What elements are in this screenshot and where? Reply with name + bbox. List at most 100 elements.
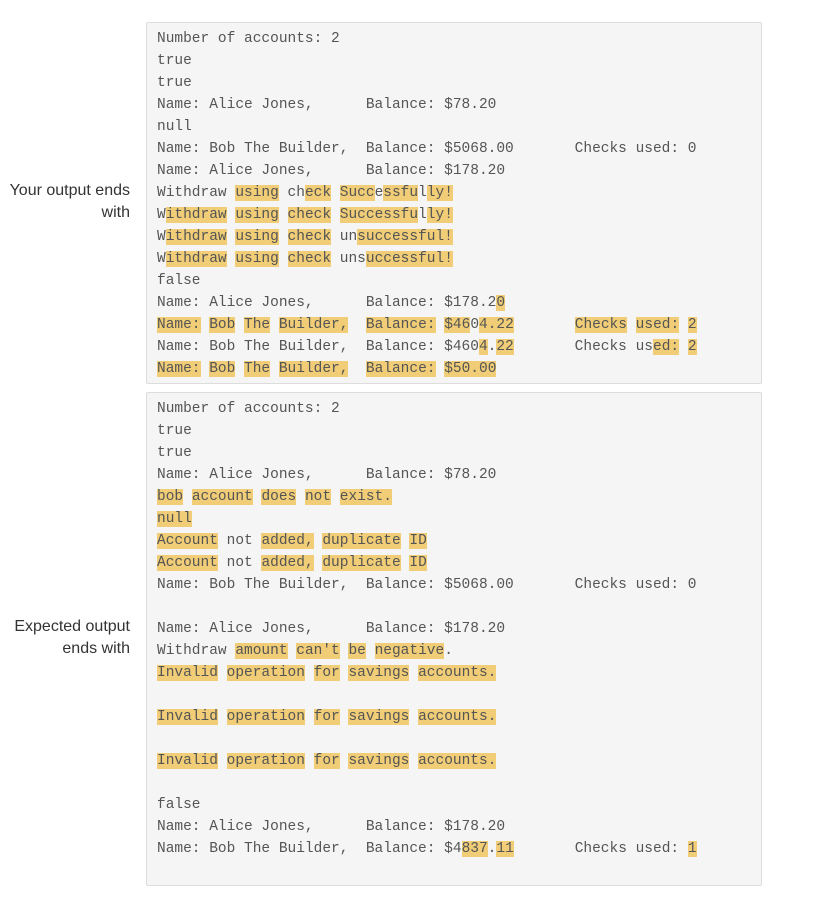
diff-highlight: ssfu — [383, 185, 419, 201]
diff-highlight: check — [287, 229, 332, 245]
output-text: W — [157, 251, 166, 267]
diff-highlight: ithdraw — [165, 207, 227, 223]
output-text — [679, 317, 688, 333]
diff-highlight: used: — [635, 317, 680, 333]
output-text: . — [444, 643, 453, 659]
output-text: W — [157, 229, 166, 245]
diff-highlight: added, — [261, 555, 314, 571]
diff-highlight: for — [313, 709, 340, 725]
output-text — [218, 665, 227, 681]
diff-highlight: added, — [261, 533, 314, 549]
output-text — [366, 643, 375, 659]
diff-highlight: Bob — [209, 361, 236, 377]
diff-highlight: Name: — [157, 361, 201, 377]
output-line: Name: Alice Jones, Balance: $178.20 — [157, 292, 761, 314]
output-line: Name: Alice Jones, Balance: $78.20 — [157, 94, 761, 116]
output-text: Number of accounts: 2 — [157, 31, 340, 47]
output-line: Name: Bob The Builder, Balance: $4604.22… — [157, 314, 761, 336]
output-text: ch — [278, 185, 305, 201]
diff-highlight: Account — [157, 533, 218, 549]
output-text: not — [217, 555, 262, 571]
diff-highlight: using — [235, 229, 279, 245]
output-text: l — [418, 207, 427, 223]
diff-highlight: operation — [226, 709, 305, 725]
diff-highlight: uccessful! — [365, 251, 453, 267]
output-text: e — [374, 185, 384, 201]
diff-highlight: ID — [409, 555, 427, 571]
diff-highlight: Invalid — [157, 665, 218, 681]
diff-highlight: $50.00 — [444, 361, 497, 377]
your-output-label: Your output ends with — [9, 182, 130, 221]
output-line: bob account does not exist. — [157, 486, 761, 508]
output-text — [409, 665, 418, 681]
output-line: Name: Bob The Builder, Balance: $5068.00… — [157, 138, 761, 160]
output-line: false — [157, 270, 761, 292]
diff-highlight: Succ — [339, 185, 375, 201]
diff-highlight: null — [157, 511, 192, 527]
output-line: Number of accounts: 2 — [157, 28, 761, 50]
diff-highlight: 22 — [496, 339, 514, 355]
output-text — [305, 753, 314, 769]
your-output-box: Number of accounts: 2 true true Name: Alice… — [146, 22, 762, 384]
diff-highlight: eck — [304, 185, 332, 201]
diff-highlight: ly! — [426, 185, 453, 201]
output-text: Withdraw — [157, 643, 236, 659]
output-text — [627, 317, 636, 333]
output-text: . — [487, 339, 497, 355]
diff-highlight: for — [313, 753, 340, 769]
diff-highlight: savings — [348, 753, 410, 769]
diff-highlight: check — [287, 207, 332, 223]
output-text — [235, 361, 244, 377]
diff-highlight: 1 — [687, 841, 697, 857]
diff-highlight: using — [235, 251, 279, 267]
output-text: true — [157, 53, 192, 69]
expected-output-label: Expected output ends with — [14, 618, 130, 657]
diff-highlight: check — [287, 251, 332, 267]
output-line: null — [157, 116, 761, 138]
output-text: true — [157, 423, 192, 439]
diff-highlight: using — [235, 185, 279, 201]
output-text — [331, 207, 340, 223]
output-text: Name: Bob The Builder, Balance: $460 — [157, 339, 479, 355]
output-text — [331, 489, 340, 505]
output-text: null — [157, 119, 192, 135]
diff-highlight: Balance: — [365, 317, 436, 333]
output-text — [218, 709, 227, 725]
output-text: Name: Alice Jones, Balance: $78.20 — [157, 97, 497, 113]
diff-highlight: for — [313, 665, 340, 681]
output-text: true — [157, 445, 192, 461]
diff-highlight: can't — [296, 643, 340, 659]
output-line: Withdraw using check unsuccessful! — [157, 226, 761, 248]
diff-highlight: 4.22 — [479, 317, 514, 333]
output-text — [409, 753, 418, 769]
diff-highlight: 2 — [687, 317, 697, 333]
output-line: Name: Bob The Builder, Balance: $4837.11… — [157, 838, 761, 860]
output-line — [157, 596, 761, 618]
output-line: Invalid operation for savings accounts. — [157, 662, 761, 684]
output-text — [348, 317, 365, 333]
diff-highlight: Invalid — [157, 753, 218, 769]
output-text — [201, 317, 210, 333]
diff-highlight: accounts. — [418, 753, 497, 769]
diff-highlight: duplicate — [322, 555, 401, 571]
output-line: true — [157, 420, 761, 442]
diff-highlight: 0 — [496, 295, 506, 311]
output-line: Name: Alice Jones, Balance: $178.20 — [157, 816, 761, 838]
output-line: Name: Bob The Builder, Balance: $4604.22… — [157, 336, 761, 358]
diff-highlight: Builder, — [278, 361, 349, 377]
diff-highlight: ID — [409, 533, 427, 549]
output-text — [348, 361, 365, 377]
diff-highlight: The — [244, 317, 271, 333]
output-line: Withdraw using check unsuccessful! — [157, 248, 761, 270]
output-text — [270, 317, 279, 333]
diff-highlight: successful! — [357, 229, 453, 245]
diff-highlight: be — [348, 643, 366, 659]
output-text: false — [157, 797, 201, 813]
output-text: not — [217, 533, 262, 549]
diff-highlight: not — [304, 489, 332, 505]
diff-highlight: savings — [348, 709, 410, 725]
output-line: null — [157, 508, 761, 530]
output-text: Name: Alice Jones, Balance: $78.20 — [157, 467, 497, 483]
diff-highlight: The — [244, 361, 271, 377]
output-text — [514, 317, 575, 333]
